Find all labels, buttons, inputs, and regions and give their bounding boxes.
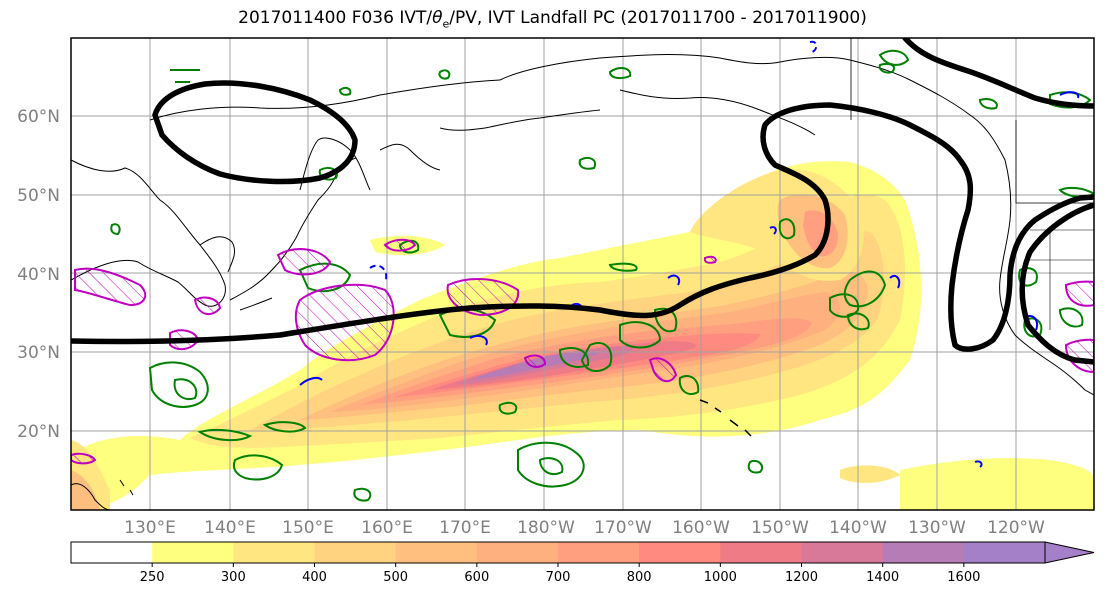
coastlines — [71, 38, 1094, 510]
colorbar-label: 1200 — [785, 570, 818, 585]
lat-label: 50°N — [17, 186, 60, 206]
colorbar-label: 1600 — [947, 570, 980, 585]
ivt-landfall-pc-contours — [71, 38, 1094, 365]
colorbar-swatch — [395, 542, 478, 563]
colorbar-extend-arrow — [1044, 541, 1095, 564]
lat-label: 30°N — [17, 343, 60, 363]
map-frame — [70, 37, 1095, 511]
lon-label: 130°W — [908, 518, 966, 538]
colorbar-swatch — [233, 542, 315, 563]
longitude-labels: 130°E 140°E 150°E 160°E 170°E 180°W 170°… — [124, 518, 1045, 538]
colorbar-swatch — [882, 542, 965, 563]
theta-e-contours — [110, 49, 1094, 502]
lon-label: 160°W — [672, 518, 730, 538]
colorbar-label: 400 — [302, 570, 327, 585]
colorbar-label: 1000 — [704, 570, 737, 585]
lon-label: 160°E — [361, 518, 413, 538]
colorbar: 250 300 400 500 600 700 800 1000 1200 1400 1600 — [70, 541, 1095, 585]
colorbar-label: 700 — [546, 570, 571, 585]
lon-label: 170°W — [594, 518, 652, 538]
ivt-shading — [71, 161, 1094, 510]
colorbar-label: 800 — [627, 570, 652, 585]
colorbar-label: 500 — [383, 570, 408, 585]
colorbar-swatch — [71, 542, 153, 563]
lon-label: 140°E — [204, 518, 256, 538]
lat-label: 40°N — [17, 265, 60, 285]
map-grid — [71, 38, 1094, 510]
colorbar-label: 250 — [140, 570, 165, 585]
colorbar-swatch — [476, 542, 559, 563]
lon-label: 170°E — [439, 518, 491, 538]
lon-label: 120°W — [987, 518, 1045, 538]
lat-label: 60°N — [17, 107, 60, 127]
lon-label: 150°W — [751, 518, 809, 538]
lon-label: 180°W — [517, 518, 575, 538]
map-content — [71, 38, 1094, 510]
colorbar-label: 1400 — [866, 570, 899, 585]
colorbar-swatch — [801, 542, 884, 563]
colorbar-swatch — [963, 542, 1046, 563]
lat-label: 20°N — [17, 422, 60, 442]
colorbar-swatch — [152, 542, 234, 563]
lon-label: 130°E — [124, 518, 176, 538]
lon-label: 140°W — [829, 518, 887, 538]
lon-label: 150°E — [282, 518, 334, 538]
latitude-labels: 60°N 50°N 40°N 30°N 20°N — [17, 107, 60, 442]
colorbar-swatch — [639, 542, 721, 563]
colorbar-swatch — [720, 542, 802, 563]
map-title: 2017011400 F036 IVT/θe/PV, IVT Landfall … — [238, 8, 867, 31]
colorbar-label: 300 — [221, 570, 246, 585]
colorbar-swatch — [314, 542, 397, 563]
colorbar-label: 600 — [464, 570, 489, 585]
colorbar-swatch — [558, 542, 640, 563]
